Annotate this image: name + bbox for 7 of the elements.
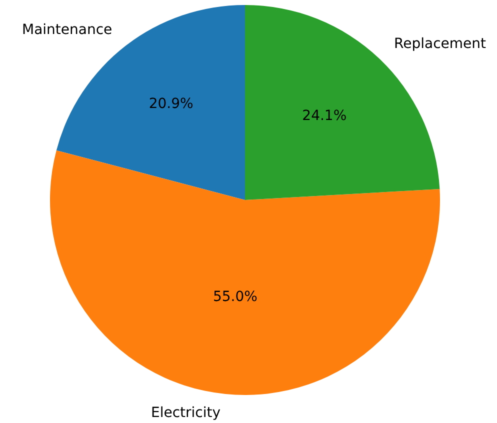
data-label: 55.0% [212, 289, 258, 306]
slice-label: Maintenance [22, 22, 112, 38]
slice-label: Electricity [151, 405, 221, 421]
data-label: 20.9% [148, 96, 194, 112]
data-label: 24.1% [302, 108, 347, 124]
pie-slice [50, 150, 440, 395]
slice-label: Replacement [394, 36, 486, 52]
